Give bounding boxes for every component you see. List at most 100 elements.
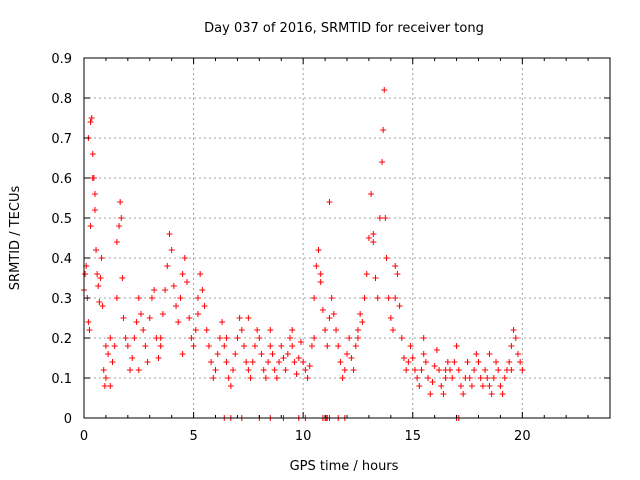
data-point bbox=[422, 359, 429, 365]
data-point bbox=[99, 303, 106, 309]
data-point bbox=[411, 367, 418, 373]
data-point bbox=[473, 351, 480, 357]
data-point bbox=[475, 359, 482, 365]
data-point bbox=[289, 343, 296, 349]
data-point bbox=[444, 359, 451, 365]
data-point bbox=[282, 367, 289, 373]
data-point bbox=[142, 343, 149, 349]
data-point bbox=[232, 351, 239, 357]
data-point bbox=[102, 375, 109, 381]
data-point bbox=[159, 311, 166, 317]
data-point bbox=[308, 343, 315, 349]
tick-marks bbox=[83, 57, 611, 419]
data-point bbox=[186, 315, 193, 321]
data-point bbox=[120, 315, 127, 321]
data-point bbox=[372, 275, 379, 281]
data-point bbox=[137, 311, 144, 317]
data-point bbox=[297, 339, 304, 345]
data-point bbox=[105, 351, 112, 357]
data-point bbox=[466, 375, 473, 381]
data-point bbox=[468, 383, 475, 389]
data-point bbox=[479, 383, 486, 389]
data-point bbox=[495, 367, 502, 373]
data-point bbox=[179, 271, 186, 277]
data-point bbox=[460, 391, 467, 397]
y-tick-label: 0 bbox=[64, 412, 72, 427]
data-point bbox=[170, 283, 177, 289]
data-point bbox=[113, 295, 120, 301]
data-point bbox=[164, 263, 171, 269]
data-point bbox=[517, 359, 524, 365]
y-tick-label: 0.8 bbox=[51, 92, 72, 107]
data-point bbox=[311, 335, 318, 341]
data-point bbox=[363, 271, 370, 277]
data-point bbox=[247, 375, 254, 381]
data-point bbox=[219, 319, 226, 325]
data-point bbox=[146, 315, 153, 321]
data-point bbox=[102, 343, 109, 349]
data-point bbox=[109, 359, 116, 365]
data-point bbox=[188, 335, 195, 341]
y-tick-label: 0.5 bbox=[51, 212, 72, 227]
data-point bbox=[144, 359, 151, 365]
data-point bbox=[514, 351, 521, 357]
data-point bbox=[317, 279, 324, 285]
data-point bbox=[482, 367, 489, 373]
data-point bbox=[291, 359, 298, 365]
data-point bbox=[245, 315, 252, 321]
data-point bbox=[256, 335, 263, 341]
data-point bbox=[337, 359, 344, 365]
data-point bbox=[322, 327, 329, 333]
data-point bbox=[117, 199, 124, 205]
data-point bbox=[287, 335, 294, 341]
data-point bbox=[203, 327, 210, 333]
data-point bbox=[392, 295, 399, 301]
data-point bbox=[501, 375, 508, 381]
data-point bbox=[315, 247, 322, 253]
data-point bbox=[471, 367, 478, 373]
data-point bbox=[385, 295, 392, 301]
data-point bbox=[490, 375, 497, 381]
data-point bbox=[97, 275, 104, 281]
y-tick-label: 0.6 bbox=[51, 172, 72, 187]
data-point bbox=[276, 359, 283, 365]
data-point bbox=[243, 359, 250, 365]
data-point bbox=[119, 275, 126, 281]
data-point bbox=[262, 375, 269, 381]
data-point bbox=[499, 391, 506, 397]
data-point bbox=[330, 311, 337, 317]
data-point bbox=[333, 327, 340, 333]
data-point bbox=[440, 391, 447, 397]
data-point bbox=[107, 383, 114, 389]
data-point bbox=[477, 375, 484, 381]
data-point bbox=[135, 295, 142, 301]
data-point bbox=[118, 215, 125, 221]
data-point bbox=[354, 327, 361, 333]
data-point bbox=[451, 359, 458, 365]
data-point bbox=[392, 263, 399, 269]
data-point bbox=[405, 359, 412, 365]
data-point bbox=[151, 287, 158, 293]
data-point bbox=[225, 375, 232, 381]
data-point bbox=[140, 327, 147, 333]
data-point bbox=[133, 319, 140, 325]
data-point bbox=[365, 235, 372, 241]
data-point bbox=[93, 247, 100, 253]
data-point bbox=[293, 371, 300, 377]
data-point bbox=[82, 271, 89, 277]
data-point bbox=[493, 359, 500, 365]
data-point bbox=[113, 239, 120, 245]
data-point bbox=[87, 223, 94, 229]
data-point bbox=[98, 255, 105, 261]
data-point bbox=[96, 299, 103, 305]
data-point bbox=[427, 391, 434, 397]
data-point bbox=[431, 363, 438, 369]
data-point bbox=[497, 383, 504, 389]
data-point bbox=[311, 295, 318, 301]
x-axis-label: GPS time / hours bbox=[290, 459, 399, 474]
data-point bbox=[387, 315, 394, 321]
data-point bbox=[254, 327, 261, 333]
data-point bbox=[396, 303, 403, 309]
y-axis-label: SRMTID / TECUs bbox=[8, 186, 23, 291]
